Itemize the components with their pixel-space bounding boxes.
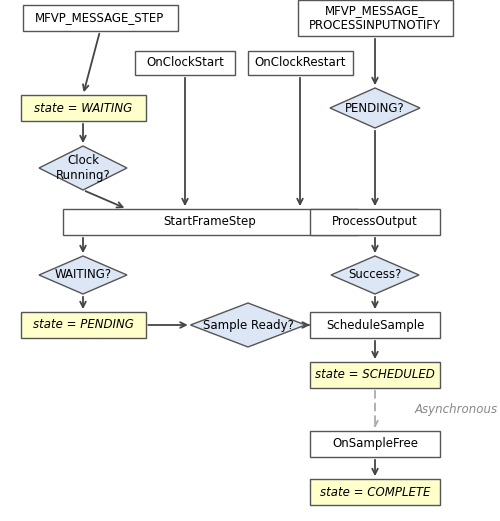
Text: MFVP_MESSAGE_
PROCESSINPUTNOTIFY: MFVP_MESSAGE_ PROCESSINPUTNOTIFY	[309, 4, 441, 32]
Text: MFVP_MESSAGE_STEP: MFVP_MESSAGE_STEP	[36, 11, 164, 24]
Bar	[310, 209, 440, 235]
Bar	[248, 51, 352, 75]
Polygon shape	[190, 303, 306, 347]
Bar	[62, 209, 358, 235]
Text: PENDING?: PENDING?	[345, 102, 405, 115]
Text: OnClockRestart: OnClockRestart	[254, 56, 346, 69]
Text: state = SCHEDULED: state = SCHEDULED	[315, 368, 435, 381]
Text: WAITING?: WAITING?	[54, 268, 112, 281]
Text: ScheduleSample: ScheduleSample	[326, 318, 424, 331]
Bar	[20, 312, 146, 338]
Text: Clock
Running?: Clock Running?	[56, 154, 110, 182]
Text: OnClockStart: OnClockStart	[146, 56, 224, 69]
Polygon shape	[330, 88, 420, 128]
Text: state = PENDING: state = PENDING	[32, 318, 134, 331]
Text: OnSampleFree: OnSampleFree	[332, 438, 418, 451]
Bar	[310, 362, 440, 388]
Text: Sample Ready?: Sample Ready?	[202, 318, 294, 331]
Bar	[298, 0, 452, 36]
Text: ProcessOutput: ProcessOutput	[332, 216, 418, 229]
Bar	[135, 51, 235, 75]
Text: state = COMPLETE: state = COMPLETE	[320, 486, 430, 499]
Polygon shape	[39, 256, 127, 294]
Polygon shape	[331, 256, 419, 294]
Text: state = WAITING: state = WAITING	[34, 102, 132, 115]
Bar	[310, 312, 440, 338]
Polygon shape	[39, 146, 127, 190]
Text: StartFrameStep: StartFrameStep	[164, 216, 256, 229]
Text: Success?: Success?	[348, 268, 402, 281]
Bar	[310, 431, 440, 457]
Bar	[310, 479, 440, 505]
Bar	[22, 5, 178, 31]
Text: Asynchronous: Asynchronous	[415, 403, 498, 416]
Bar	[20, 95, 146, 121]
